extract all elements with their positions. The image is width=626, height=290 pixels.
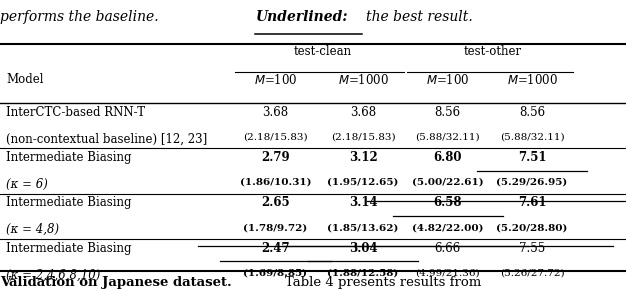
Text: test-other: test-other — [464, 45, 522, 58]
Text: 2.47: 2.47 — [261, 242, 290, 255]
Text: (1.95/12.65): (1.95/12.65) — [327, 178, 399, 187]
Text: 2.79: 2.79 — [261, 151, 290, 164]
Text: (1.69/8.85): (1.69/8.85) — [244, 269, 307, 278]
Text: (κ = 6): (κ = 6) — [6, 178, 48, 191]
Text: $M$=1000: $M$=1000 — [337, 73, 389, 88]
Text: $M$=1000: $M$=1000 — [506, 73, 558, 88]
Text: 8.56: 8.56 — [519, 106, 545, 119]
Text: (5.88/32.11): (5.88/32.11) — [415, 133, 480, 142]
Text: (1.85/13.62): (1.85/13.62) — [327, 223, 399, 232]
Text: (1.86/10.31): (1.86/10.31) — [240, 178, 311, 187]
Text: 7.61: 7.61 — [518, 196, 546, 209]
Text: (non-contextual baseline) [12, 23]: (non-contextual baseline) [12, 23] — [6, 133, 207, 146]
Text: (5.29/26.95): (5.29/26.95) — [496, 178, 568, 187]
Text: 7.51: 7.51 — [518, 151, 546, 164]
Text: Intermediate Biasing: Intermediate Biasing — [6, 196, 131, 209]
Text: Intermediate Biasing: Intermediate Biasing — [6, 242, 131, 255]
Text: 3.12: 3.12 — [349, 151, 377, 164]
Text: Underlined:: Underlined: — [255, 10, 348, 24]
Text: the best result.: the best result. — [366, 10, 473, 24]
Text: (4.99/21.36): (4.99/21.36) — [415, 269, 480, 278]
Text: Table 4 presents results from: Table 4 presents results from — [285, 276, 481, 289]
Text: (5.00/22.61): (5.00/22.61) — [412, 178, 483, 187]
Text: Validation on Japanese dataset.: Validation on Japanese dataset. — [0, 276, 232, 289]
Text: (5.26/27.72): (5.26/27.72) — [500, 269, 565, 278]
Text: (κ = 4,8): (κ = 4,8) — [6, 223, 59, 236]
Text: (1.78/9.72): (1.78/9.72) — [244, 223, 307, 232]
Text: (1.88/12.58): (1.88/12.58) — [327, 269, 399, 278]
Text: performs the baseline.: performs the baseline. — [0, 10, 158, 24]
Text: (2.18/15.83): (2.18/15.83) — [331, 133, 396, 142]
Text: 8.56: 8.56 — [434, 106, 461, 119]
Text: 3.14: 3.14 — [349, 196, 377, 209]
Text: 6.66: 6.66 — [434, 242, 461, 255]
Text: Model: Model — [6, 73, 44, 86]
Text: test-clean: test-clean — [294, 45, 351, 58]
Text: $M$=100: $M$=100 — [426, 73, 470, 88]
Text: (4.82/22.00): (4.82/22.00) — [412, 223, 483, 232]
Text: (5.20/28.80): (5.20/28.80) — [496, 223, 568, 232]
Text: (5.88/32.11): (5.88/32.11) — [500, 133, 565, 142]
Text: InterCTC-based RNN-T: InterCTC-based RNN-T — [6, 106, 145, 119]
Text: (2.18/15.83): (2.18/15.83) — [243, 133, 308, 142]
Text: $M$=100: $M$=100 — [254, 73, 297, 88]
Text: 3.68: 3.68 — [262, 106, 289, 119]
Text: 6.58: 6.58 — [433, 196, 462, 209]
Text: 3.04: 3.04 — [349, 242, 377, 255]
Text: Intermediate Biasing: Intermediate Biasing — [6, 151, 131, 164]
Text: 2.65: 2.65 — [261, 196, 290, 209]
Text: 7.55: 7.55 — [519, 242, 545, 255]
Text: 6.80: 6.80 — [433, 151, 462, 164]
Text: 3.68: 3.68 — [350, 106, 376, 119]
Text: (κ = 2,4,6,8,10): (κ = 2,4,6,8,10) — [6, 269, 101, 282]
